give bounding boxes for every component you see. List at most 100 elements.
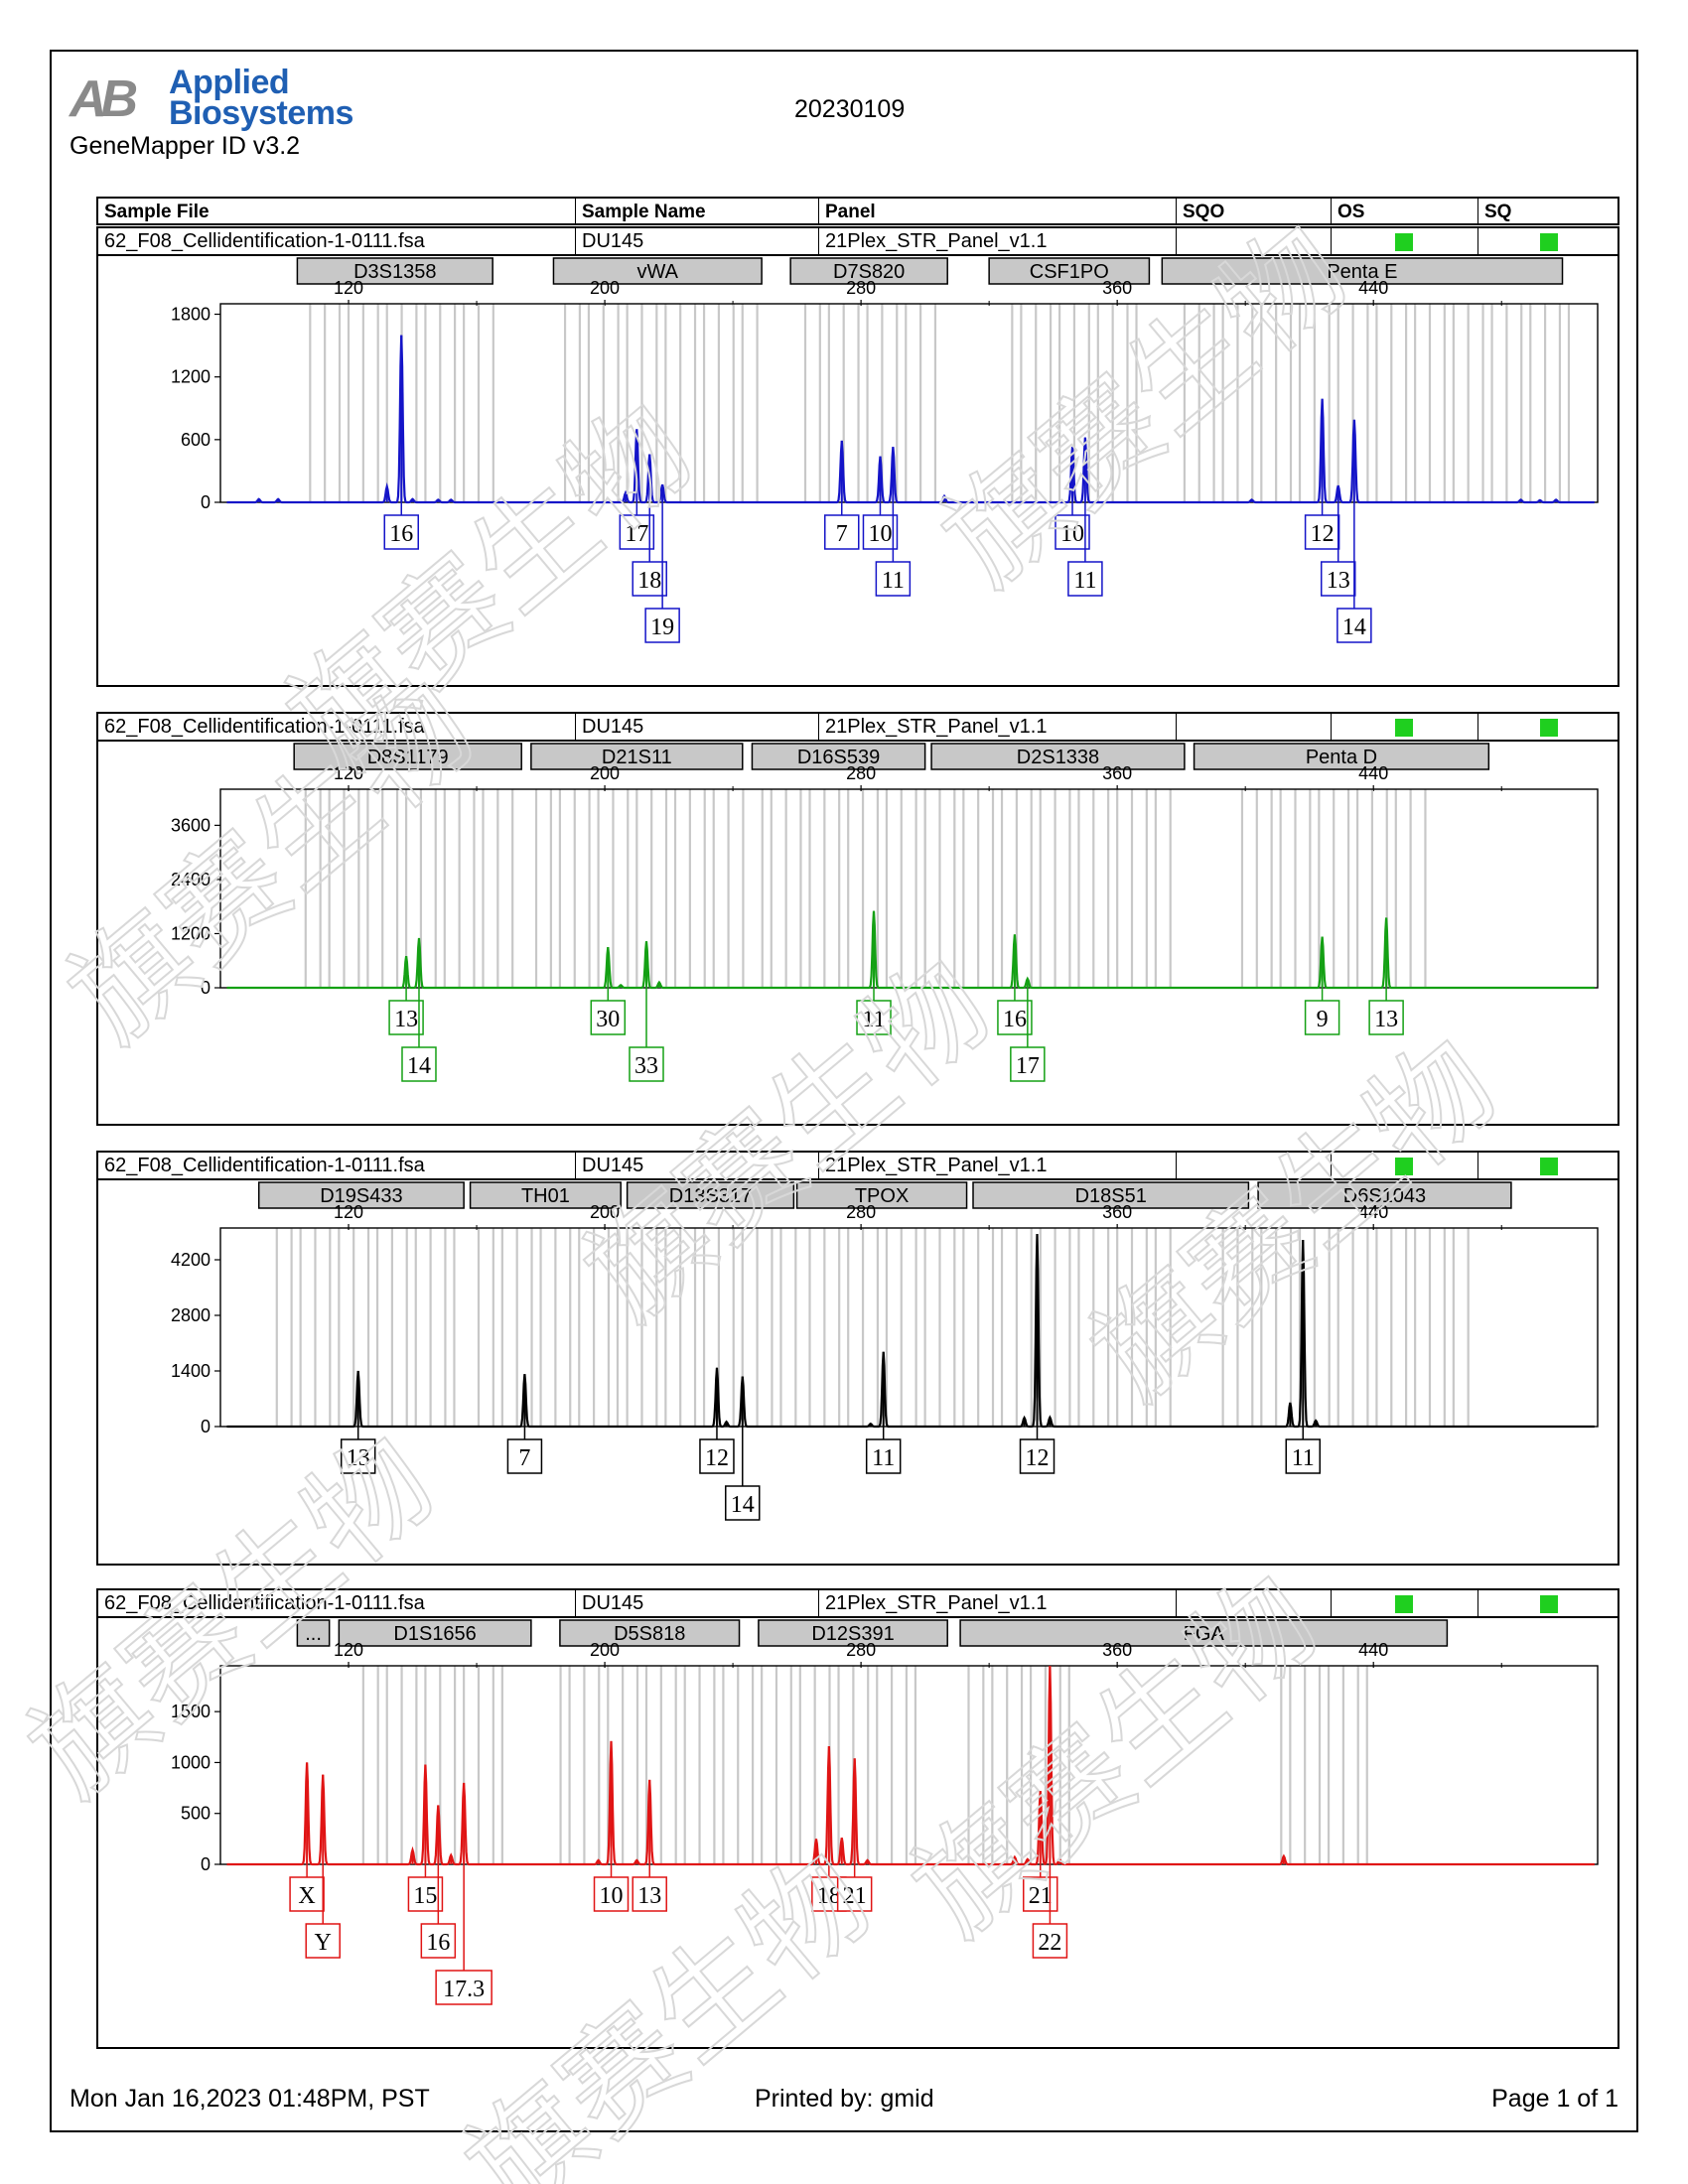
x-tick-label: 280 xyxy=(846,763,876,783)
allele-label-box xyxy=(289,1876,325,1912)
sq-cell xyxy=(1477,714,1618,740)
allele-label: 30 xyxy=(596,1007,620,1032)
y-tick-label: 1500 xyxy=(171,1702,211,1721)
allele-label: 10 xyxy=(868,521,892,547)
y-tick-label: 1200 xyxy=(171,923,211,943)
x-tick-label: 360 xyxy=(1102,763,1132,783)
marker-label: Penta D xyxy=(1306,747,1377,768)
page-number: Page 1 of 1 xyxy=(1491,2085,1618,2113)
os-cell xyxy=(1331,1153,1477,1178)
allele-label-box xyxy=(1285,1438,1321,1474)
sqo-cell xyxy=(1176,1590,1331,1616)
allele-label-box xyxy=(1067,561,1103,597)
allele-label-box xyxy=(435,1970,492,2005)
logo-mark: AB xyxy=(70,70,138,128)
marker-label: D19S433 xyxy=(320,1185,402,1207)
x-tick-label: 280 xyxy=(846,278,876,298)
x-tick-label: 120 xyxy=(334,1640,363,1660)
allele-label: 22 xyxy=(1038,1930,1061,1956)
marker-label: D12S391 xyxy=(811,1623,894,1645)
electropherogram-chart: ... D1S1656 D5S818 D12S391 FGA 120 200 280 360 44… xyxy=(171,1619,1599,2005)
y-tick-label: 1000 xyxy=(171,1752,211,1772)
allele-label: 13 xyxy=(394,1007,418,1032)
marker-box: D21S11 xyxy=(530,743,744,770)
x-tick-label: 360 xyxy=(1102,278,1132,298)
y-tick-label: 0 xyxy=(201,492,211,512)
sample-table-header: Sample File Sample Name Panel SQO OS SQ xyxy=(96,197,1619,225)
sample-info-row: 62_F08_Cellidentification-1-0111.fsa DU14… xyxy=(98,714,1618,742)
os-cell xyxy=(1331,714,1477,740)
allele-label: 12 xyxy=(1026,1445,1050,1471)
printed-by: Printed by: gmid xyxy=(755,2085,934,2113)
y-tick-label: 0 xyxy=(201,978,211,998)
allele-label: 7 xyxy=(836,521,848,547)
applied-biosystems-logo: AB Applied Biosystems xyxy=(70,66,357,137)
electropherogram-panel: 62_F08_Cellidentification-1-0111.fsa DU14… xyxy=(96,712,1619,1126)
marker-label: D6S1043 xyxy=(1343,1185,1426,1207)
allele-label: 10 xyxy=(600,1883,624,1909)
marker-label: D2S1338 xyxy=(1017,747,1099,768)
allele-label-box xyxy=(1336,608,1372,643)
sq-status-indicator xyxy=(1540,1595,1558,1613)
allele-bins xyxy=(309,304,1571,502)
sample-file-cell: 62_F08_Cellidentification-1-0111.fsa xyxy=(104,1155,425,1176)
header-sqo: SQO xyxy=(1176,199,1331,223)
marker-box: D5S818 xyxy=(559,1619,741,1647)
x-tick-label: 440 xyxy=(1358,278,1388,298)
signal-trace xyxy=(226,1665,1595,1866)
y-tick-label: 2400 xyxy=(171,870,211,889)
marker-label: D7S820 xyxy=(833,261,905,283)
header-sample-file: Sample File xyxy=(104,202,210,222)
marker-box: TH01 xyxy=(469,1181,622,1209)
allele-label-box xyxy=(1032,1923,1068,1959)
sample-name-cell: DU145 xyxy=(575,1153,818,1178)
y-tick-label: 4200 xyxy=(171,1250,211,1270)
panel-name-cell: 21Plex_STR_Panel_v1.1 xyxy=(818,714,1176,740)
x-tick-label: 440 xyxy=(1358,763,1388,783)
os-status-indicator xyxy=(1395,1158,1413,1175)
allele-label-box xyxy=(824,514,860,550)
panel-name-cell: 21Plex_STR_Panel_v1.1 xyxy=(818,1153,1176,1178)
panel-name-cell: 21Plex_STR_Panel_v1.1 xyxy=(818,1590,1176,1616)
allele-label-box xyxy=(1304,514,1340,550)
allele-label-box xyxy=(506,1438,543,1474)
allele-label: 16 xyxy=(1003,1007,1027,1032)
sq-status-indicator xyxy=(1540,1158,1558,1175)
run-date: 20230109 xyxy=(794,95,906,123)
marker-box: D2S1338 xyxy=(930,743,1186,770)
marker-label: D5S818 xyxy=(614,1623,685,1645)
allele-label-box xyxy=(997,1000,1033,1035)
x-tick-label: 360 xyxy=(1102,1640,1132,1660)
allele-label: 18 xyxy=(817,1883,841,1909)
os-status-indicator xyxy=(1395,719,1413,737)
y-tick-label: 0 xyxy=(201,1417,211,1436)
allele-label-box xyxy=(305,1923,341,1959)
x-tick-label: 200 xyxy=(590,278,620,298)
os-status-indicator xyxy=(1395,1595,1413,1613)
marker-label: D16S539 xyxy=(797,747,880,768)
y-tick-label: 1400 xyxy=(171,1361,211,1381)
x-tick-label: 200 xyxy=(590,1640,620,1660)
allele-label: 17.3 xyxy=(443,1977,485,2002)
sq-cell xyxy=(1477,1153,1618,1178)
allele-label: 12 xyxy=(705,1445,729,1471)
allele-label-box xyxy=(875,561,912,597)
allele-label-box xyxy=(619,514,655,550)
x-tick-label: 120 xyxy=(334,278,363,298)
allele-label-box xyxy=(407,1876,444,1912)
allele-label: 13 xyxy=(347,1445,370,1471)
allele-label-box xyxy=(388,1000,424,1035)
allele-label: 13 xyxy=(1374,1007,1398,1032)
logo-wordmark: Applied Biosystems xyxy=(169,66,353,130)
allele-label: 21 xyxy=(1029,1883,1053,1909)
x-tick-label: 440 xyxy=(1358,1640,1388,1660)
allele-label-box xyxy=(1304,1000,1340,1035)
x-tick-label: 120 xyxy=(334,1202,363,1222)
x-tick-label: 280 xyxy=(846,1202,876,1222)
header-sample-name: Sample Name xyxy=(575,199,818,223)
allele-label-box xyxy=(340,1438,376,1474)
allele-label: 9 xyxy=(1317,1007,1329,1032)
signal-trace xyxy=(226,335,1595,504)
marker-box: D12S391 xyxy=(758,1619,948,1647)
